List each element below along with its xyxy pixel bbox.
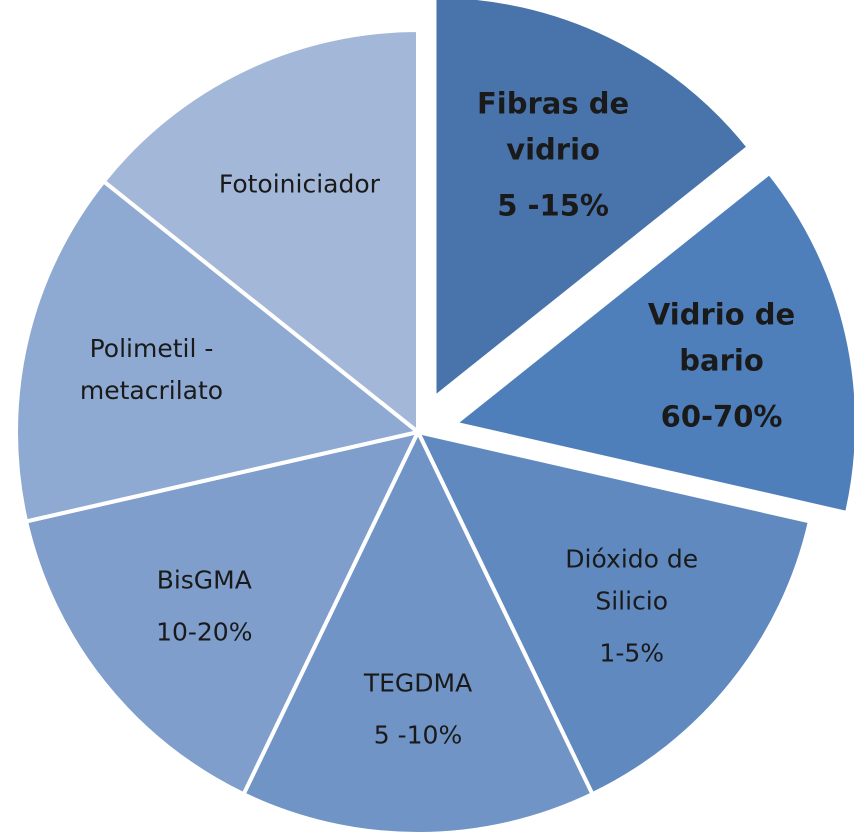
slice-label: Fibras de (477, 86, 629, 120)
slice-label: Polimetil - (90, 334, 214, 363)
slice-label: Fotoiniciador (219, 170, 381, 199)
pie-slice (240, 427, 596, 836)
slice-detail: 10-20% (156, 617, 252, 646)
slice-label: Dióxido de (565, 544, 698, 573)
slice-label: Silicio (595, 586, 668, 615)
slice-label: BisGMA (157, 565, 252, 594)
slice-label: Vidrio de (648, 298, 795, 332)
pie-slice (100, 27, 420, 437)
slice-detail: 60-70% (661, 400, 783, 434)
slice-detail: 5 -15% (497, 188, 609, 222)
pie-slice (414, 429, 813, 797)
slice-detail: 5 -10% (374, 720, 462, 749)
slice-label: TEGDMA (363, 668, 472, 697)
pie-slice (23, 429, 422, 797)
slice-label: bario (679, 344, 764, 378)
pie-slice (432, 0, 752, 402)
slice-detail: 1-5% (599, 638, 664, 667)
slice-label: metacrilato (80, 376, 223, 405)
pie-slice (14, 178, 423, 524)
slice-label: vidrio (506, 132, 600, 166)
